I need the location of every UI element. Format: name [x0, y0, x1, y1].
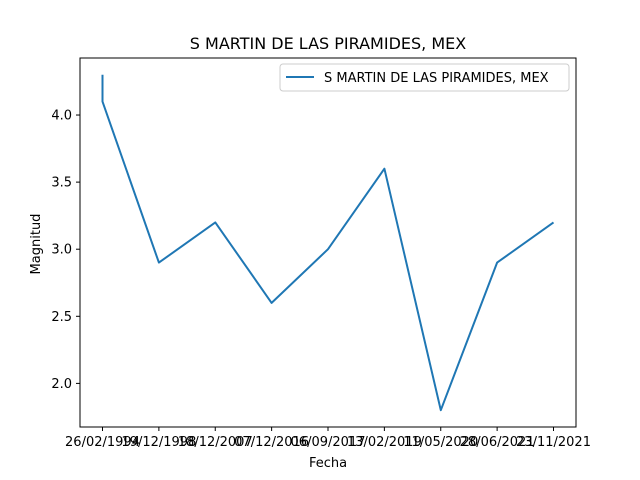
y-tick-label: 3.5	[51, 176, 72, 191]
x-tick-label: 28/06/2021	[460, 435, 535, 450]
x-tick-label: 13/02/2019	[347, 435, 422, 450]
y-axis-label: Magnitud	[29, 214, 44, 275]
x-axis: 26/02/199419/12/199818/12/200707/12/2016…	[65, 427, 591, 450]
x-tick-label: 06/09/2017	[291, 435, 366, 450]
y-tick-label: 2.5	[51, 310, 72, 325]
x-tick-label: 19/12/1998	[121, 435, 196, 450]
y-axis: 2.0 2.5 3.0 3.5 4.0	[51, 109, 80, 392]
series-line	[101, 74, 555, 412]
chart-title: S MARTIN DE LAS PIRAMIDES, MEX	[190, 34, 466, 53]
legend-box	[279, 63, 570, 92]
x-axis-label: Fecha	[309, 456, 347, 471]
y-tick-label: 2.0	[51, 377, 72, 392]
legend-label: S MARTIN DE LAS PIRAMIDES, MEX	[324, 71, 549, 86]
x-tick-label: 23/11/2021	[516, 435, 591, 450]
x-tick-label: 26/02/1994	[65, 435, 140, 450]
y-tick-label: 4.0	[51, 109, 72, 124]
x-tick-label: 07/12/2016	[234, 435, 309, 450]
x-tick-label: 11/05/2020	[403, 435, 478, 450]
legend: S MARTIN DE LAS PIRAMIDES, MEX	[279, 63, 570, 92]
y-tick-label: 3.0	[51, 243, 72, 258]
x-tick-label: 18/12/2007	[178, 435, 253, 450]
